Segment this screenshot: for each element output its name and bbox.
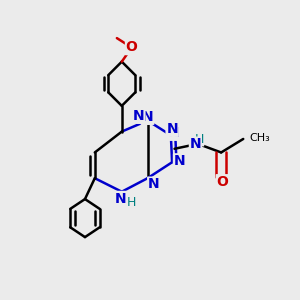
Text: N: N (167, 126, 179, 140)
Text: H: H (194, 133, 204, 146)
Text: H: H (126, 196, 136, 208)
Text: N: N (115, 192, 126, 206)
Text: N: N (148, 177, 160, 191)
Text: O: O (216, 175, 228, 189)
Text: N: N (190, 137, 201, 152)
Text: N: N (142, 110, 153, 124)
Text: N: N (166, 122, 178, 136)
Text: N: N (133, 109, 145, 123)
Text: O: O (126, 40, 137, 54)
Text: N: N (174, 154, 185, 168)
Text: CH₃: CH₃ (249, 133, 270, 143)
